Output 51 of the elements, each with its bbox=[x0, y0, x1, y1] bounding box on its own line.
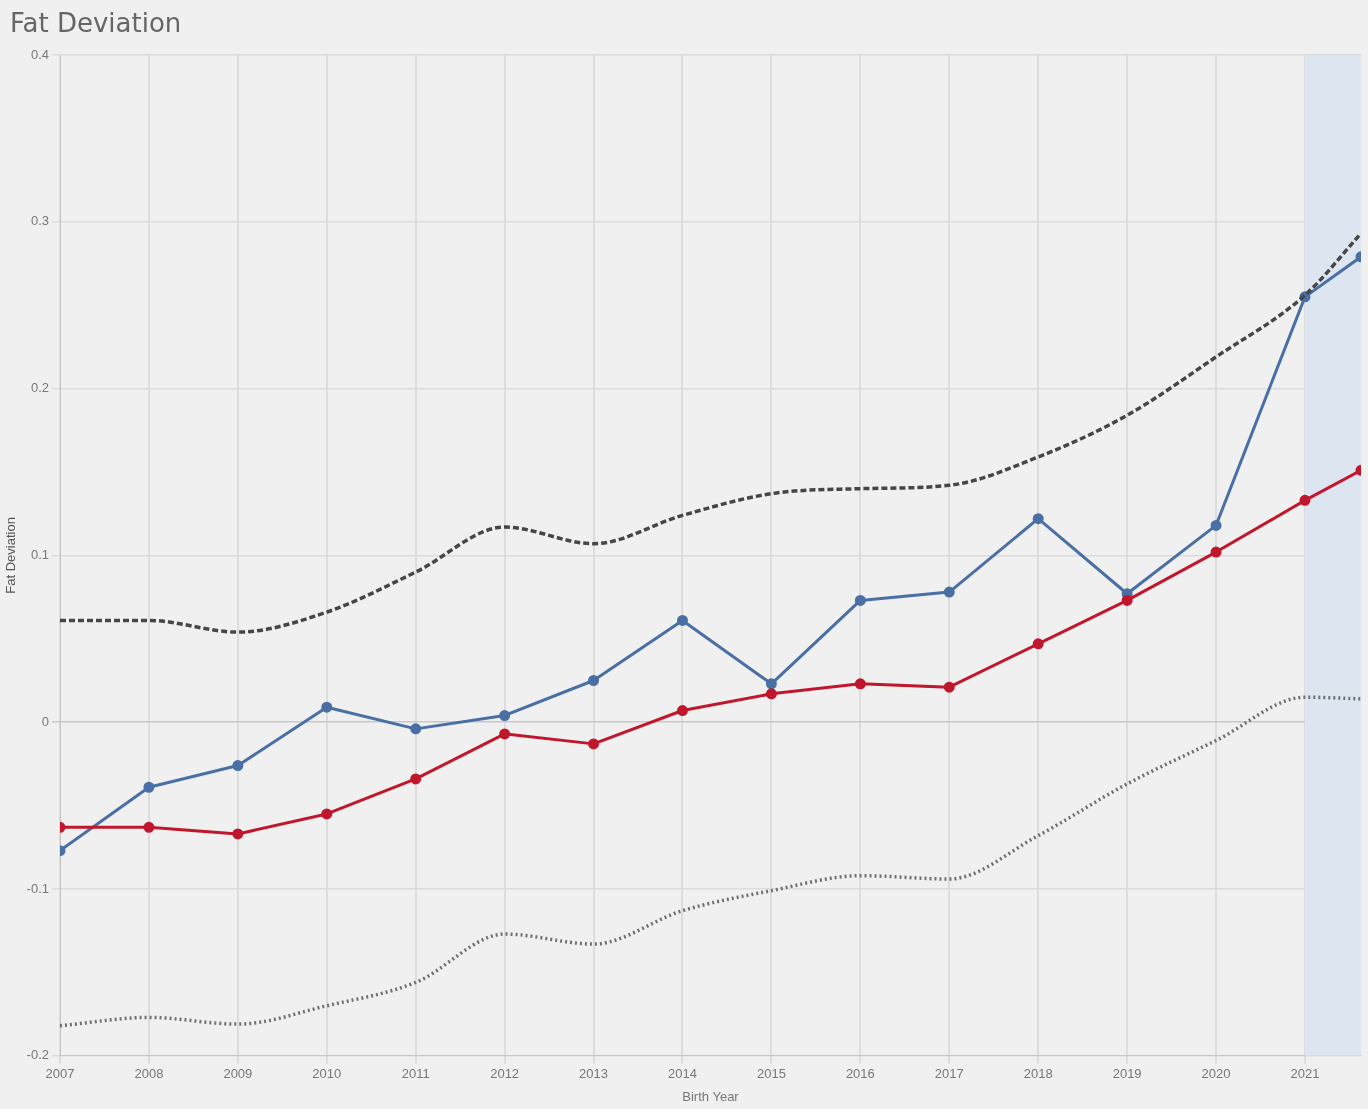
x-tick-label: 2014 bbox=[668, 1066, 697, 1082]
x-tick-label: 2009 bbox=[223, 1066, 253, 1082]
x-tick-label: 2008 bbox=[134, 1066, 164, 1082]
point bbox=[854, 594, 866, 606]
point bbox=[676, 705, 688, 717]
x-axis-title: Birth Year bbox=[682, 1088, 740, 1104]
point bbox=[1032, 513, 1044, 525]
x-tick-label: 2021 bbox=[1290, 1066, 1320, 1082]
point bbox=[499, 728, 511, 740]
point bbox=[410, 723, 422, 735]
y-tick-label: 0.1 bbox=[30, 546, 49, 562]
point bbox=[232, 828, 244, 840]
point bbox=[854, 678, 866, 690]
point bbox=[588, 738, 600, 750]
point bbox=[143, 821, 155, 833]
x-tick-label: 2015 bbox=[756, 1066, 786, 1082]
y-tick-label: 0 bbox=[41, 713, 49, 729]
x-tick-label: 2010 bbox=[312, 1066, 342, 1082]
y-tick-label: 0.3 bbox=[30, 213, 49, 229]
point bbox=[499, 710, 511, 722]
point bbox=[1210, 546, 1222, 558]
point bbox=[943, 681, 955, 693]
point bbox=[1299, 494, 1311, 506]
chart-title: Fat Deviation bbox=[10, 8, 182, 38]
point bbox=[765, 678, 777, 690]
point bbox=[943, 586, 955, 598]
point bbox=[1210, 519, 1222, 531]
y-tick-label: -0.1 bbox=[26, 880, 49, 896]
x-tick-label: 2017 bbox=[934, 1066, 964, 1082]
point bbox=[321, 701, 333, 713]
x-tick-label: 2018 bbox=[1023, 1066, 1053, 1082]
point bbox=[588, 675, 600, 686]
x-tick-label: 2012 bbox=[490, 1066, 520, 1082]
x-tick-label: 2019 bbox=[1112, 1066, 1142, 1082]
y-tick-label: -0.2 bbox=[26, 1047, 49, 1063]
point bbox=[143, 781, 155, 793]
point bbox=[321, 808, 333, 820]
y-axis-title: Fat Deviation bbox=[3, 517, 19, 594]
point bbox=[765, 688, 777, 700]
point bbox=[1032, 638, 1044, 650]
x-tick-label: 2020 bbox=[1201, 1066, 1231, 1082]
point bbox=[232, 760, 244, 772]
x-tick-label: 2007 bbox=[45, 1066, 75, 1082]
point bbox=[1121, 594, 1133, 606]
point bbox=[676, 614, 688, 626]
y-tick-label: 0.2 bbox=[30, 380, 49, 396]
x-tick-label: 2013 bbox=[579, 1066, 609, 1082]
point bbox=[410, 773, 422, 785]
x-tick-label: 2016 bbox=[845, 1066, 875, 1082]
x-tick-label: 2011 bbox=[401, 1066, 430, 1082]
y-tick-label: 0.4 bbox=[30, 46, 49, 62]
